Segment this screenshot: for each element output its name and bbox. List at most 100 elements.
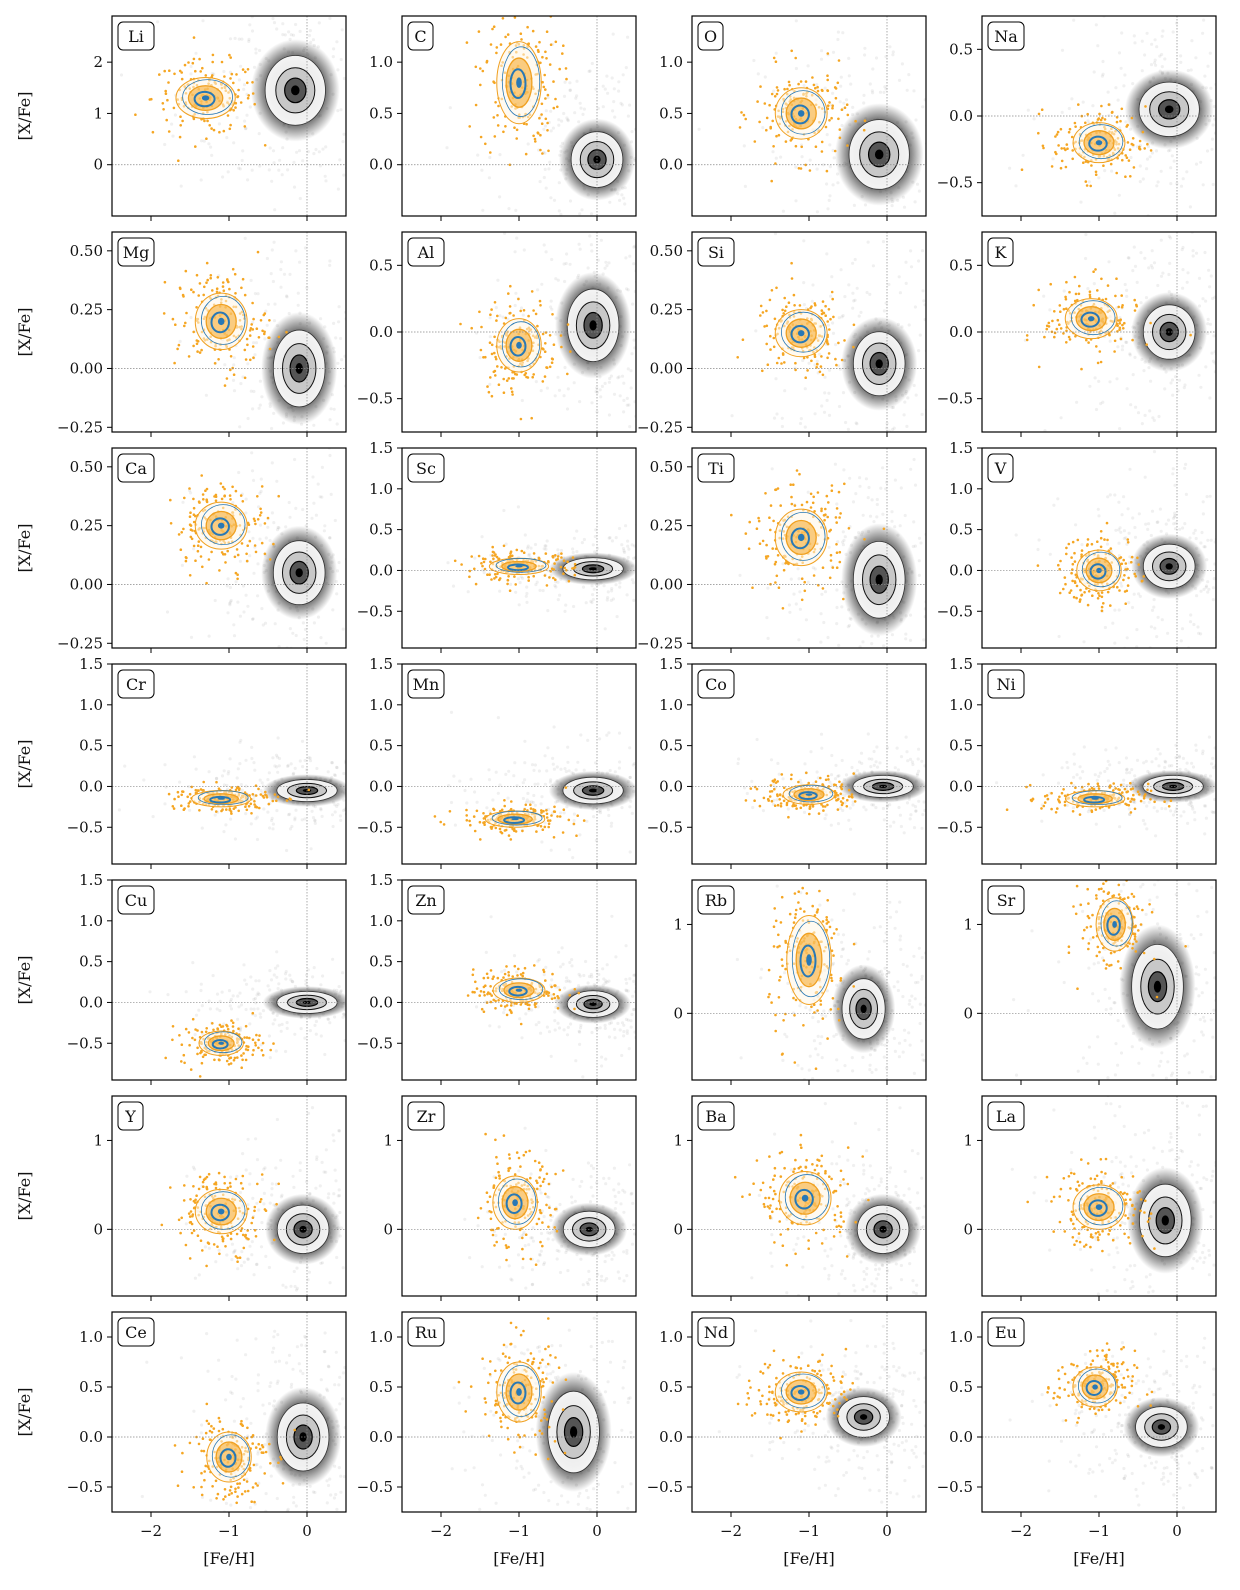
- field-star-point: [568, 88, 572, 93]
- field-star-point: [556, 580, 560, 584]
- accreted-star-point: [793, 304, 796, 307]
- field-star-point: [909, 265, 914, 269]
- accreted-star-point: [259, 507, 262, 511]
- field-star-point: [302, 658, 305, 661]
- accreted-star-point: [768, 298, 772, 302]
- field-star-point: [1140, 422, 1144, 426]
- field-star-point: [1117, 51, 1122, 55]
- field-star-point: [1167, 272, 1171, 277]
- accreted-star-point: [1020, 168, 1024, 171]
- field-star-point: [671, 197, 674, 200]
- field-star-point: [652, 327, 655, 330]
- accreted-star-point: [484, 11, 487, 14]
- accreted-star-point: [201, 493, 205, 496]
- accreted-star-point: [1114, 294, 1117, 298]
- field-star-point: [249, 278, 253, 282]
- accreted-star-point: [800, 145, 803, 149]
- accreted-star-point: [486, 385, 489, 388]
- accreted-star-point: [479, 348, 483, 352]
- field-star-point: [1140, 69, 1144, 73]
- field-star-point: [626, 114, 631, 118]
- panel-o: O0.00.51.0: [659, 15, 927, 223]
- field-star-point: [242, 87, 246, 91]
- accreted-star-point: [252, 356, 255, 360]
- field-star-point: [678, 553, 681, 556]
- accreted-star-point: [177, 159, 180, 162]
- field-star-point: [1092, 282, 1096, 286]
- field-star-point: [544, 544, 548, 548]
- field-star-point: [288, 627, 292, 631]
- field-star-point: [1091, 448, 1094, 451]
- field-star-point: [539, 389, 543, 393]
- accreted-star-point: [260, 541, 264, 545]
- field-star-point: [820, 501, 823, 504]
- accreted-star-point: [843, 106, 847, 109]
- accreted-star-point: [214, 493, 218, 497]
- field-star-point: [705, 562, 708, 565]
- field-star-point: [1149, 379, 1153, 383]
- accreted-star-point: [1025, 334, 1029, 337]
- field-star-point: [1141, 203, 1144, 206]
- accreted-star-point: [527, 314, 530, 318]
- accreted-star-point: [501, 17, 505, 20]
- field-star-point: [556, 375, 560, 379]
- field-star-point: [933, 353, 936, 356]
- field-star-point: [1148, 409, 1152, 413]
- accreted-star-point: [1077, 103, 1080, 106]
- field-star-point: [831, 148, 835, 153]
- field-star-point: [180, 563, 184, 568]
- field-star-point: [626, 539, 630, 543]
- field-star-point: [719, 124, 722, 127]
- field-star-point: [860, 208, 863, 211]
- field-star-point: [902, 205, 907, 209]
- insitu-contour: [848, 119, 910, 190]
- field-star-point: [243, 119, 247, 123]
- field-star-point: [840, 315, 844, 319]
- accreted-star-point: [1085, 184, 1089, 187]
- field-star-point: [287, 500, 291, 505]
- accreted-star-point: [549, 43, 553, 46]
- field-star-point: [911, 680, 914, 683]
- accreted-star-point: [755, 527, 759, 530]
- accreted-star-point: [552, 80, 555, 83]
- accreted-star-point: [493, 135, 497, 138]
- accreted-contour-blue: [1078, 124, 1124, 160]
- accreted-star-point: [794, 368, 797, 372]
- accreted-star-point: [505, 379, 509, 383]
- field-star-point: [554, 277, 558, 281]
- accreted-star-point: [544, 342, 547, 345]
- accreted-star-point: [228, 287, 231, 291]
- field-star-point: [880, 220, 883, 223]
- field-star-point: [222, 69, 226, 74]
- field-star-point: [317, 150, 321, 154]
- field-star-point: [1168, 148, 1172, 152]
- field-star-point: [715, 319, 718, 322]
- accreted-star-point: [783, 296, 786, 300]
- field-star-point: [625, 287, 629, 291]
- accreted-star-point: [771, 119, 774, 123]
- accreted-star-point: [470, 326, 474, 330]
- field-star-point: [835, 502, 839, 506]
- accreted-star-point: [826, 74, 829, 77]
- field-star-point: [884, 487, 888, 491]
- accreted-peak: [797, 110, 805, 117]
- field-star-point: [1191, 249, 1195, 253]
- accreted-star-point: [1124, 175, 1127, 178]
- field-star-point: [1230, 109, 1233, 112]
- field-star-point: [351, 81, 354, 84]
- accreted-star-point: [1129, 175, 1132, 178]
- accreted-star-point: [560, 556, 563, 559]
- field-star-point: [1160, 52, 1164, 57]
- accreted-star-point: [1064, 295, 1067, 299]
- field-star-point: [479, 288, 482, 291]
- field-star-point: [591, 593, 595, 597]
- field-star-point: [962, 377, 965, 380]
- field-star-point: [308, 29, 312, 33]
- accreted-star-point: [262, 313, 266, 317]
- accreted-star-point: [234, 106, 237, 109]
- field-star-point: [563, 279, 567, 284]
- field-star-point: [911, 544, 915, 549]
- field-star-point: [348, 678, 351, 681]
- field-star-point: [1183, 383, 1187, 387]
- accreted-star-point: [263, 330, 266, 334]
